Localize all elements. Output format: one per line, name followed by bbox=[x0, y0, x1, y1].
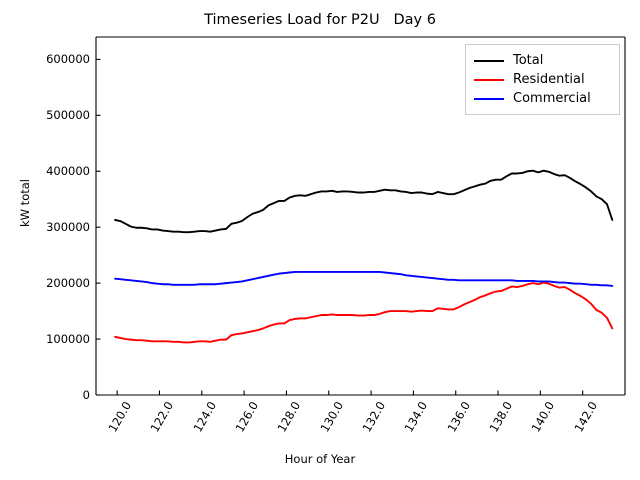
chart-legend: Total Residential Commercial bbox=[465, 44, 620, 115]
y-tick-label: 100000 bbox=[46, 332, 90, 347]
legend-label-commercial: Commercial bbox=[513, 91, 591, 106]
legend-label-total: Total bbox=[513, 53, 544, 68]
y-axis-label: kW total bbox=[18, 179, 32, 227]
series-line-commercial bbox=[114, 270, 614, 287]
x-axis-label: Hour of Year bbox=[284, 452, 356, 466]
series-line-total bbox=[114, 169, 614, 234]
y-tick-label: 300000 bbox=[46, 220, 90, 235]
legend-item-commercial: Commercial bbox=[474, 89, 611, 108]
legend-swatch-residential bbox=[474, 78, 504, 81]
y-tick-label: 600000 bbox=[46, 52, 90, 67]
y-tick-label: 200000 bbox=[46, 276, 90, 291]
y-tick-label: 0 bbox=[82, 388, 90, 402]
chart-title: Timeseries Load for P2U Day 6 bbox=[204, 12, 436, 28]
legend-item-total: Total bbox=[474, 51, 611, 70]
legend-swatch-total bbox=[474, 59, 504, 62]
legend-label-residential: Residential bbox=[513, 72, 585, 87]
legend-item-residential: Residential bbox=[474, 70, 611, 89]
legend-swatch-commercial bbox=[474, 97, 504, 100]
y-tick-label: 400000 bbox=[46, 164, 90, 179]
y-tick-label: 500000 bbox=[46, 108, 90, 123]
series-line-residential bbox=[114, 281, 614, 344]
